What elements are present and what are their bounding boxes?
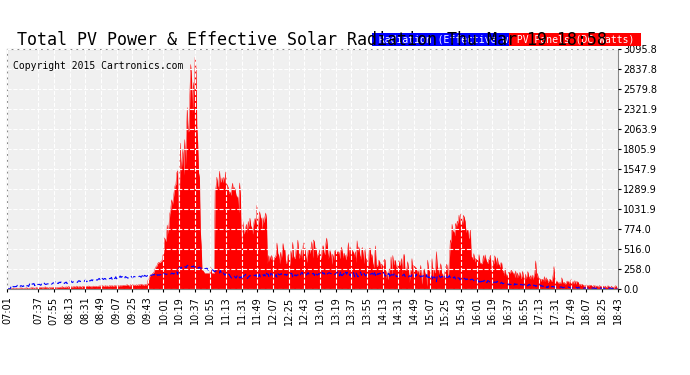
Text: Radiation (Effective w/m2): Radiation (Effective w/m2) xyxy=(373,34,538,44)
Text: PV Panels (DC Watts): PV Panels (DC Watts) xyxy=(511,34,640,44)
Title: Total PV Power & Effective Solar Radiation Thu Mar 19 18:58: Total PV Power & Effective Solar Radiati… xyxy=(17,31,607,49)
Text: Copyright 2015 Cartronics.com: Copyright 2015 Cartronics.com xyxy=(13,61,184,71)
